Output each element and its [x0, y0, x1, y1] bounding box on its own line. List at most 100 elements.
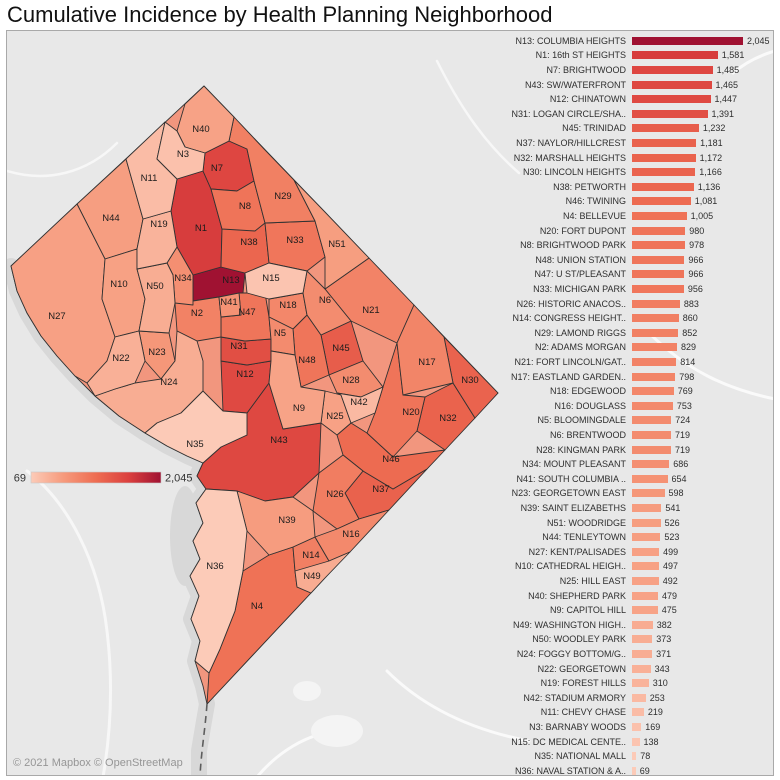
bar-n12[interactable]: [632, 95, 711, 104]
bar-n24[interactable]: [632, 649, 653, 658]
bar-n42[interactable]: [632, 693, 646, 702]
map-region-n9[interactable]: [268, 350, 326, 430]
bar-value-n21: 814: [680, 356, 696, 367]
bar-n34[interactable]: [632, 460, 670, 469]
bar-n48[interactable]: [632, 255, 685, 264]
bar-n27[interactable]: [632, 547, 660, 556]
map-region-n40[interactable]: [176, 85, 235, 154]
bar-label-n2: N2: ADAMS MORGAN: [534, 342, 626, 353]
map-region-n50[interactable]: [136, 262, 176, 334]
bar-n6[interactable]: [632, 430, 671, 439]
bar-n8[interactable]: [632, 241, 686, 250]
bar-row-n8: N8: BRIGHTWOOD PARK 978: [501, 238, 773, 252]
bar-n26[interactable]: [632, 299, 680, 308]
map-region-n26[interactable]: [312, 454, 364, 530]
map-region-n51[interactable]: [293, 179, 370, 290]
bar-n9[interactable]: [632, 606, 658, 615]
bar-label-n8: N8: BRIGHTWOOD PARK: [520, 240, 626, 251]
bar-row-n22: N22: GEORGETOWN 343: [501, 662, 773, 676]
map-label-n37: N37: [372, 484, 389, 495]
bar-value-n32: 1,172: [699, 152, 723, 163]
map-region-n15[interactable]: [244, 262, 308, 300]
bar-row-n29: N29: LAMOND RIGGS 852: [501, 326, 773, 340]
bar-n7[interactable]: [632, 65, 713, 74]
bar-n15[interactable]: [632, 737, 640, 746]
bar-n2[interactable]: [632, 343, 677, 352]
map-region-n35[interactable]: [144, 390, 248, 464]
bar-n41[interactable]: [632, 474, 668, 483]
bar-n14[interactable]: [632, 314, 679, 323]
bar-n19[interactable]: [632, 679, 649, 688]
bar-n43[interactable]: [632, 80, 712, 89]
bar-n1[interactable]: [632, 51, 718, 60]
map-label-n2: N2: [191, 308, 203, 319]
map-label-n16: N16: [342, 529, 359, 540]
bar-n45[interactable]: [632, 124, 699, 133]
bar-row-n46: N46: TWINING 1,081: [501, 194, 773, 208]
bar-n25[interactable]: [632, 576, 659, 585]
bar-n49[interactable]: [632, 620, 653, 629]
bar-n16[interactable]: [632, 401, 673, 410]
bar-n32[interactable]: [632, 153, 696, 162]
bar-n31[interactable]: [632, 109, 708, 118]
bar-n33[interactable]: [632, 284, 684, 293]
bar-label-n9: N9: CAPITOL HILL: [549, 605, 626, 616]
bar-n11[interactable]: [632, 708, 644, 717]
bar-n13[interactable]: [632, 36, 743, 45]
bar-n3[interactable]: [632, 722, 642, 731]
map-region-n49[interactable]: [294, 551, 351, 594]
map-region-n22[interactable]: [86, 330, 146, 397]
bar-value-n24: 371: [656, 648, 672, 659]
map-region-n29[interactable]: [228, 116, 316, 224]
bar-row-n20: N20: FORT DUPONT 980: [501, 224, 773, 238]
bar-n10[interactable]: [632, 562, 659, 571]
bar-n40[interactable]: [632, 591, 658, 600]
bar-n36[interactable]: [632, 766, 636, 775]
map-region-n41[interactable]: [218, 292, 242, 318]
bar-n23[interactable]: [632, 489, 665, 498]
bar-label-n16: N16: DOUGLASS: [554, 400, 626, 411]
bar-label-n15: N15: DC MEDICAL CENTE..: [511, 736, 626, 747]
map-label-n12: N12: [236, 369, 253, 380]
map-label-n44: N44: [102, 213, 119, 224]
bar-n47[interactable]: [632, 270, 685, 279]
map-label-n50: N50: [146, 281, 163, 292]
map-region-n42[interactable]: [336, 386, 384, 424]
map-region-n39[interactable]: [236, 490, 316, 556]
map-region-n33[interactable]: [264, 220, 326, 272]
bar-n39[interactable]: [632, 503, 662, 512]
bar-row-n40: N40: SHEPHERD PARK 479: [501, 589, 773, 603]
bar-n38[interactable]: [632, 182, 694, 191]
bar-n28[interactable]: [632, 445, 671, 454]
bar-n44[interactable]: [632, 533, 661, 542]
bar-n17[interactable]: [632, 372, 676, 381]
bar-n46[interactable]: [632, 197, 691, 206]
bar-n29[interactable]: [632, 328, 679, 337]
bar-value-n27: 499: [663, 546, 679, 557]
map-label-n25: N25: [326, 411, 343, 422]
bar-n35[interactable]: [632, 752, 637, 761]
bar-value-n44: 523: [664, 532, 680, 543]
bar-n21[interactable]: [632, 357, 677, 366]
map-region-n17[interactable]: [396, 304, 454, 396]
bar-n5[interactable]: [632, 416, 672, 425]
bar-row-n10: N10: CATHEDRAL HEIGH.. 497: [501, 559, 773, 573]
bar-n51[interactable]: [632, 518, 661, 527]
map-label-n8: N8: [239, 201, 251, 212]
bar-n30[interactable]: [632, 168, 696, 177]
bar-n22[interactable]: [632, 664, 651, 673]
bar-n4[interactable]: [632, 211, 687, 220]
map-region-n3[interactable]: [156, 121, 206, 180]
bar-row-n25: N25: HILL EAST 492: [501, 574, 773, 588]
bar-n20[interactable]: [632, 226, 686, 235]
bar-row-n36: N36: NAVAL STATION & A.. 69: [501, 764, 773, 775]
bar-row-n9: N9: CAPITOL HILL 475: [501, 603, 773, 617]
bar-value-n5: 724: [675, 415, 691, 426]
map-region-n36[interactable]: [189, 488, 248, 674]
bar-n37[interactable]: [632, 138, 697, 147]
bar-n18[interactable]: [632, 387, 674, 396]
bar-n50[interactable]: [632, 635, 653, 644]
bar-label-n5: N5: BLOOMINGDALE: [537, 415, 626, 426]
bar-value-n42: 253: [649, 692, 665, 703]
bar-label-n22: N22: GEORGETOWN: [537, 663, 626, 674]
